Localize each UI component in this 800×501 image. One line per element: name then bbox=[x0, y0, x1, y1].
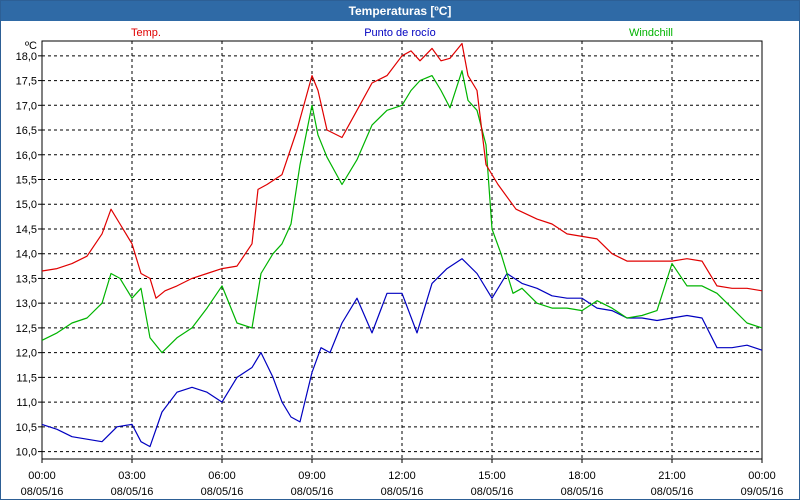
window-title: Temperaturas [ºC] bbox=[1, 1, 799, 21]
x-tick-date-label: 08/05/16 bbox=[291, 486, 334, 498]
y-tick-label: 18,0 bbox=[16, 51, 37, 63]
y-tick-label: 13,0 bbox=[16, 298, 37, 310]
y-tick-label: 13,5 bbox=[16, 273, 37, 285]
y-tick-label: 17,0 bbox=[16, 100, 37, 112]
series-line-wind bbox=[41, 70, 763, 354]
x-tick-time-label: 09:00 bbox=[298, 470, 326, 482]
y-tick-label: 12,0 bbox=[16, 348, 37, 360]
y-tick-label: 15,0 bbox=[16, 199, 37, 211]
series-line-temp bbox=[41, 42, 763, 299]
y-tick-label: 12,5 bbox=[16, 323, 37, 335]
y-tick-label: 15,5 bbox=[16, 175, 37, 187]
x-tick-time-label: 00:00 bbox=[748, 470, 776, 482]
y-tick-label: 17,5 bbox=[16, 76, 37, 88]
x-tick-time-label: 15:00 bbox=[478, 470, 506, 482]
x-tick-time-label: 12:00 bbox=[388, 470, 416, 482]
y-tick-label: 14,5 bbox=[16, 224, 37, 236]
x-tick-date-label: 08/05/16 bbox=[381, 486, 424, 498]
series-line-dew bbox=[41, 258, 763, 448]
y-tick-label: 16,0 bbox=[16, 150, 37, 162]
x-tick-date-label: 09/05/16 bbox=[741, 486, 784, 498]
x-tick-time-label: 06:00 bbox=[208, 470, 236, 482]
y-tick-label: 11,5 bbox=[16, 372, 37, 384]
x-tick-date-label: 08/05/16 bbox=[651, 486, 694, 498]
legend-label-dew: Punto de rocío bbox=[364, 27, 436, 39]
y-tick-label: 14,0 bbox=[16, 249, 37, 261]
x-tick-time-label: 18:00 bbox=[568, 470, 596, 482]
legend-label-wind: Windchill bbox=[629, 27, 673, 39]
x-tick-date-label: 08/05/16 bbox=[561, 486, 604, 498]
plot-frame bbox=[41, 40, 763, 460]
x-tick-time-label: 03:00 bbox=[118, 470, 146, 482]
x-tick-date-label: 08/05/16 bbox=[471, 486, 514, 498]
x-tick-time-label: 21:00 bbox=[658, 470, 686, 482]
y-tick-label: 16,5 bbox=[16, 125, 37, 137]
y-tick-label: 10,0 bbox=[16, 447, 37, 459]
y-tick-label: 10,5 bbox=[16, 422, 37, 434]
y-unit-label: ºC bbox=[25, 40, 37, 52]
x-tick-time-label: 00:00 bbox=[28, 470, 56, 482]
x-tick-date-label: 08/05/16 bbox=[111, 486, 154, 498]
x-tick-date-label: 08/05/16 bbox=[201, 486, 244, 498]
legend-label-temp: Temp. bbox=[131, 27, 161, 39]
x-tick-date-label: 08/05/16 bbox=[21, 486, 64, 498]
y-tick-label: 11,0 bbox=[16, 397, 37, 409]
